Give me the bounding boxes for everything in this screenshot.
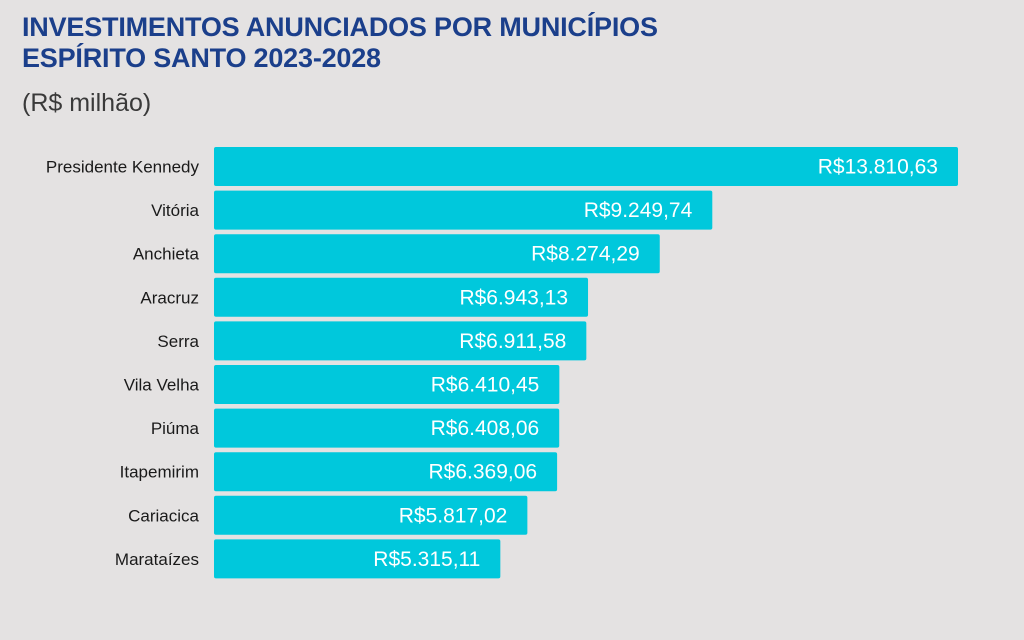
- value-label-5: R$6.911,58: [459, 330, 566, 353]
- value-label-7: R$6.408,06: [431, 417, 540, 440]
- bar-6: [214, 365, 560, 404]
- category-label-10: Marataízes: [115, 550, 199, 569]
- chart-title: INVESTIMENTOS ANUNCIADOS POR MUNICÍPIOS …: [22, 12, 658, 74]
- value-label-6: R$6.410,45: [431, 374, 540, 397]
- chart-title-line-2: ESPÍRITO SANTO 2023-2028: [22, 43, 381, 73]
- chart-unit-subtitle: (R$ milhão): [22, 89, 152, 117]
- value-label-4: R$6.943,13: [459, 286, 568, 309]
- category-label-4: Aracruz: [140, 288, 199, 307]
- bar-5: [214, 321, 587, 361]
- category-label-3: Anchieta: [133, 245, 200, 264]
- category-label-6: Vila Velha: [124, 376, 200, 395]
- bar-8: [214, 452, 558, 492]
- bar-1: [214, 147, 958, 186]
- bar-2: [214, 190, 713, 230]
- bar-9: [214, 495, 528, 535]
- category-label-5: Serra: [157, 332, 199, 351]
- bar-7: [214, 408, 560, 448]
- value-label-9: R$5.817,02: [399, 504, 508, 527]
- bar-3: [214, 234, 660, 274]
- category-label-8: Itapemirim: [120, 463, 199, 482]
- chart-title-line-1: INVESTIMENTOS ANUNCIADOS POR MUNICÍPIOS: [22, 12, 658, 42]
- category-label-1: Presidente Kennedy: [46, 158, 200, 177]
- category-label-9: Cariacica: [128, 506, 199, 525]
- value-label-10: R$5.315,11: [373, 548, 480, 571]
- value-label-1: R$13.810,63: [818, 156, 938, 179]
- category-label-2: Vitória: [151, 201, 199, 220]
- value-label-8: R$6.369,06: [429, 461, 538, 484]
- bar-4: [214, 277, 589, 317]
- bar-10: [214, 539, 501, 579]
- value-label-3: R$8.274,29: [531, 243, 640, 266]
- value-label-2: R$9.249,74: [584, 199, 693, 222]
- category-label-7: Piúma: [151, 419, 200, 438]
